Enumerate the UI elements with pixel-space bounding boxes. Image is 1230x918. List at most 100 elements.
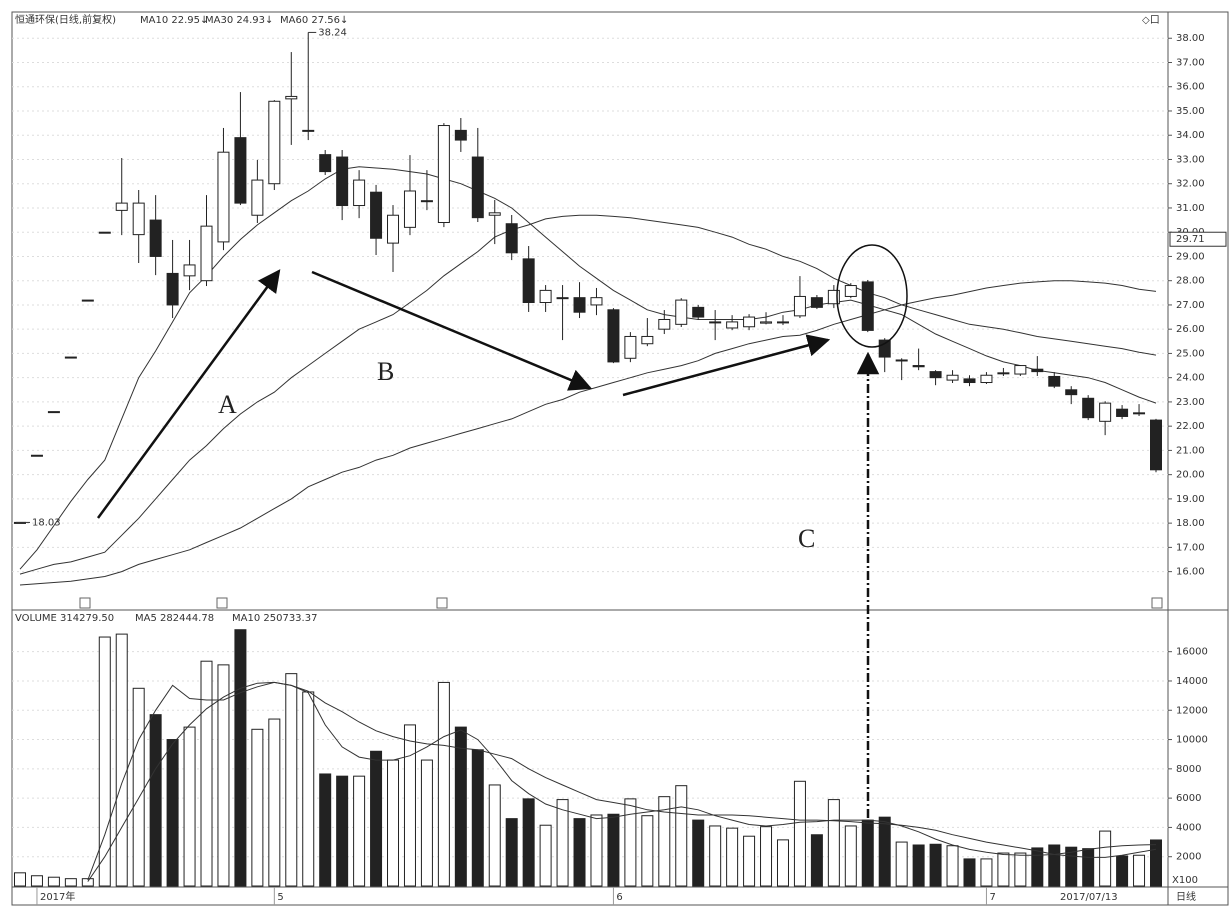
candle-body	[793, 295, 806, 317]
volume-bar	[946, 845, 959, 887]
annotation: A	[218, 390, 237, 419]
volume-bar	[336, 775, 349, 887]
volume-bar	[64, 878, 77, 887]
volume-bar	[658, 796, 671, 887]
candle-body	[522, 258, 535, 304]
y-tick-label: 38.00	[1176, 33, 1205, 44]
volume-bar	[251, 728, 264, 887]
volume-bar	[1099, 830, 1112, 887]
candle-body	[726, 321, 739, 329]
volume-bar	[132, 687, 145, 887]
volume-bar	[1048, 844, 1061, 887]
candle-body	[743, 316, 756, 328]
volume-bar	[1082, 848, 1095, 887]
volume-bar	[590, 814, 603, 887]
toolbar[interactable]: ◇口	[1142, 15, 1160, 26]
candle-body	[675, 299, 688, 325]
y-tick-label: 14000	[1176, 676, 1208, 687]
volume-bar	[675, 785, 688, 887]
candle-body	[980, 374, 993, 384]
candle-body	[471, 156, 484, 219]
y-tick-label: 6000	[1176, 793, 1201, 804]
y-tick-label: 10000	[1176, 735, 1208, 746]
y-tick-label: 28.00	[1176, 276, 1205, 287]
marker-icon[interactable]	[1151, 597, 1163, 609]
y-tick-label: 33.00	[1176, 154, 1205, 165]
candle-body	[302, 129, 315, 132]
candle-body	[1116, 408, 1129, 417]
y-tick-label: 2000	[1176, 852, 1201, 863]
trend-arrow	[622, 334, 831, 397]
candle-body	[641, 335, 654, 345]
ma-line	[87, 681, 1157, 882]
volume-bar	[387, 759, 400, 887]
volume-bar	[183, 726, 196, 887]
candle-body	[827, 289, 840, 305]
price-header: MA10 22.95↓	[140, 15, 208, 26]
candle-body	[929, 371, 942, 379]
volume-bar	[980, 858, 993, 887]
volume-bar	[505, 818, 518, 887]
candle-body	[149, 219, 162, 257]
candle-body	[47, 411, 60, 414]
ma-line	[19, 214, 1157, 575]
y-tick-label: 17.00	[1176, 542, 1205, 553]
frame	[11, 11, 1229, 906]
volume-bar	[98, 636, 111, 887]
x-tick-label: 6	[616, 892, 622, 903]
y-tick-label: 31.00	[1176, 203, 1205, 214]
volume-bar	[810, 834, 823, 887]
candle-body	[1150, 419, 1162, 471]
marker-icon[interactable]	[216, 597, 228, 609]
candle-body	[1133, 412, 1146, 415]
candle-body	[624, 335, 637, 359]
candle-body	[878, 339, 891, 358]
volume-bar	[14, 872, 26, 887]
candle-body	[30, 454, 43, 457]
marker-icon[interactable]	[79, 597, 91, 609]
volume-bar	[353, 775, 366, 887]
y-tick-label: 18.00	[1176, 518, 1205, 529]
candle-body	[810, 297, 823, 308]
volume-bar	[539, 824, 552, 887]
annotation: C	[798, 524, 815, 553]
volume-bar	[895, 841, 908, 887]
y-tick-label: 4000	[1176, 822, 1201, 833]
candle-body	[488, 212, 501, 216]
candle-body	[658, 318, 671, 330]
period-label: 日线	[1176, 890, 1196, 903]
price-header: MA60 27.56↓	[280, 15, 348, 26]
marker-icon[interactable]	[436, 597, 448, 609]
candle-body	[403, 190, 416, 228]
volume-bar	[370, 750, 383, 887]
y-tick-label: 16000	[1176, 647, 1208, 658]
y-tick-label: 21.00	[1176, 445, 1205, 456]
price-box	[1169, 231, 1227, 247]
candle-body	[760, 321, 773, 324]
y-tick-label: 34.00	[1176, 130, 1205, 141]
y-tick-label: 32.00	[1176, 179, 1205, 190]
volume-bar	[844, 825, 857, 887]
y-tick-label: 37.00	[1176, 57, 1205, 68]
candle-body	[268, 100, 281, 185]
y-tick-label: 20.00	[1176, 470, 1205, 481]
candle-body	[234, 137, 247, 204]
candle-body	[692, 306, 705, 318]
candle-body	[81, 299, 94, 302]
volume-bar	[454, 726, 467, 887]
volume-bar	[488, 784, 501, 887]
volume-bar	[793, 780, 806, 887]
candle-body	[1082, 397, 1095, 419]
candle-body	[387, 214, 400, 244]
candle-body	[166, 272, 179, 306]
volume-bar	[285, 673, 298, 887]
volume-bar	[437, 681, 450, 887]
volume-bar	[471, 749, 484, 887]
volume-bar	[166, 739, 179, 887]
x-tick-label: 2017年	[40, 890, 75, 903]
volume-bar	[997, 852, 1010, 887]
min-label: 18.03	[32, 517, 61, 528]
candle-body	[454, 129, 467, 141]
candle-body	[573, 297, 586, 313]
candle-body	[607, 309, 620, 363]
